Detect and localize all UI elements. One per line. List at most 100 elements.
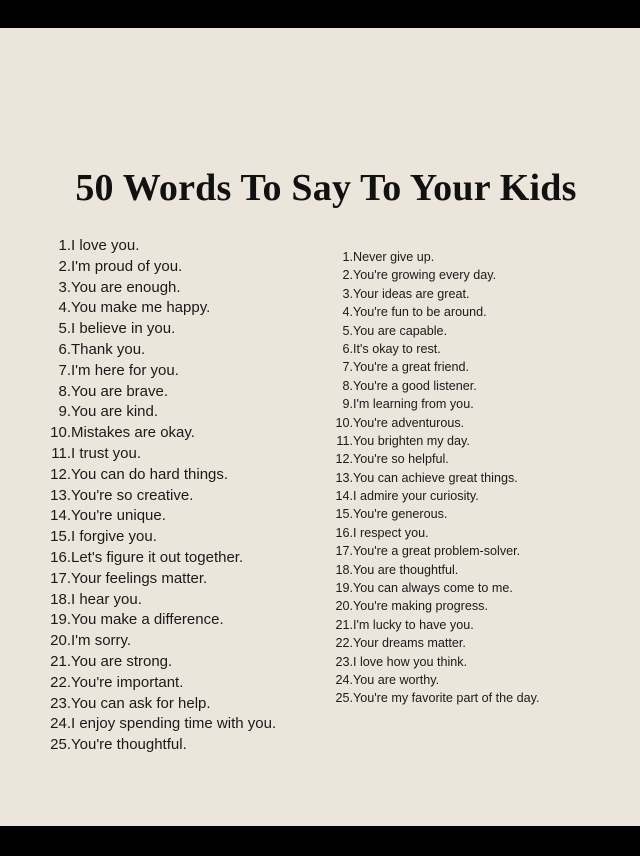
item-number: 23. bbox=[50, 694, 71, 712]
item-text: You're making progress. bbox=[353, 599, 488, 614]
item-text: You're a great friend. bbox=[353, 360, 470, 375]
list-item: 21. You are strong. bbox=[40, 652, 276, 673]
list-item: 23. I love how you think. bbox=[322, 653, 540, 671]
list-item: 6. Thank you. bbox=[40, 340, 276, 361]
list-item: 15. I forgive you. bbox=[40, 527, 276, 548]
item-number: 21. bbox=[50, 652, 71, 670]
item-text: You are capable. bbox=[353, 323, 448, 338]
list-item: 13. You're so creative. bbox=[40, 486, 276, 507]
item-number: 7. bbox=[342, 360, 353, 375]
list-item: 12. You're so helpful. bbox=[322, 450, 540, 468]
item-text: You are enough. bbox=[71, 278, 181, 296]
item-text: You're thoughtful. bbox=[71, 736, 187, 754]
page-title: 50 Words To Say To Your Kids bbox=[75, 167, 577, 209]
list-item: 22. You're important. bbox=[40, 673, 276, 694]
item-number: 1. bbox=[342, 250, 353, 264]
item-text: Mistakes are okay. bbox=[71, 424, 195, 442]
list-item: 2. I'm proud of you. bbox=[40, 257, 276, 278]
item-number: 14. bbox=[335, 489, 353, 504]
item-number: 7. bbox=[58, 361, 71, 379]
item-text: Let's figure it out together. bbox=[71, 548, 244, 566]
list-item: 6. It's okay to rest. bbox=[322, 340, 540, 358]
item-text: Your feelings matter. bbox=[71, 569, 208, 587]
item-text: I'm proud of you. bbox=[71, 257, 183, 275]
list-item: 5. You are capable. bbox=[322, 322, 540, 340]
item-number: 16. bbox=[50, 548, 71, 566]
item-number: 5. bbox=[342, 323, 353, 338]
item-number: 21. bbox=[335, 617, 353, 632]
item-text: Your dreams matter. bbox=[353, 636, 466, 651]
list-item: 4. You make me happy. bbox=[40, 298, 276, 319]
list-item: 16. I respect you. bbox=[322, 524, 540, 542]
item-text: I'm sorry. bbox=[71, 632, 132, 650]
item-text: You are kind. bbox=[71, 403, 159, 421]
item-text: You are thoughtful. bbox=[353, 562, 459, 577]
item-number: 12. bbox=[335, 452, 353, 467]
item-number: 2. bbox=[58, 257, 71, 275]
list-item: 7. I'm here for you. bbox=[40, 361, 276, 382]
item-text: I trust you. bbox=[71, 444, 142, 462]
list-item: 22. Your dreams matter. bbox=[322, 634, 540, 652]
item-text: You make a difference. bbox=[71, 611, 224, 629]
list-item: 25. You're my favorite part of the day. bbox=[322, 689, 539, 707]
item-number: 11. bbox=[51, 444, 71, 462]
left-phrase-list: 1. I love you. 2. I'm proud of you. 3. You ar… bbox=[40, 236, 276, 756]
item-text: You're growing every day. bbox=[353, 268, 497, 283]
item-number: 12. bbox=[50, 465, 71, 483]
list-item: 10. You're adventurous. bbox=[322, 414, 540, 432]
item-number: 5. bbox=[58, 320, 71, 338]
item-number: 10. bbox=[50, 424, 71, 442]
item-number: 1. bbox=[58, 237, 71, 254]
item-number: 20. bbox=[335, 599, 353, 614]
item-text: You can ask for help. bbox=[71, 694, 211, 712]
item-text: You are brave. bbox=[71, 382, 169, 400]
item-number: 10. bbox=[335, 415, 353, 430]
item-number: 22. bbox=[335, 636, 353, 651]
list-item: 13. You can achieve great things. bbox=[322, 469, 540, 487]
list-item: 20. I'm sorry. bbox=[40, 631, 276, 652]
list-item: 14. I admire your curiosity. bbox=[322, 487, 540, 505]
item-number: 24. bbox=[50, 715, 71, 733]
item-number: 14. bbox=[50, 507, 71, 525]
item-number: 9. bbox=[342, 397, 353, 412]
list-item: 21. I'm lucky to have you. bbox=[322, 616, 540, 634]
item-number: 6. bbox=[58, 340, 71, 358]
item-number: 17. bbox=[50, 569, 71, 587]
item-text: I'm here for you. bbox=[71, 361, 179, 379]
item-number: 19. bbox=[335, 581, 353, 596]
item-text: I forgive you. bbox=[71, 528, 157, 546]
item-number: 2. bbox=[342, 268, 353, 283]
item-text: You can achieve great things. bbox=[353, 470, 518, 485]
item-number: 18. bbox=[50, 590, 71, 608]
list-item: 24. You are worthy. bbox=[322, 671, 540, 689]
list-item: 19. You can always come to me. bbox=[322, 579, 540, 597]
item-text: Your ideas are great. bbox=[353, 286, 470, 301]
item-number: 9. bbox=[58, 403, 71, 421]
list-item: 18. I hear you. bbox=[40, 590, 276, 611]
item-text: You brighten my day. bbox=[353, 433, 470, 448]
item-text: You can do hard things. bbox=[71, 465, 229, 483]
list-item: 16. Let's figure it out together. bbox=[40, 548, 276, 569]
item-number: 15. bbox=[50, 528, 71, 546]
item-number: 24. bbox=[335, 672, 353, 687]
item-text: I admire your curiosity. bbox=[353, 489, 479, 504]
list-item: 4. You're fun to be around. bbox=[322, 303, 540, 321]
list-item: 17. Your feelings matter. bbox=[40, 569, 276, 590]
item-number: 13. bbox=[335, 470, 353, 485]
item-text: You're a good listener. bbox=[353, 378, 477, 393]
item-number: 18. bbox=[335, 562, 353, 577]
item-text: You're unique. bbox=[71, 507, 166, 525]
list-item: 1. I love you. bbox=[40, 236, 276, 257]
item-text: You're so creative. bbox=[71, 486, 194, 504]
paper-background bbox=[0, 28, 640, 826]
item-text: You can always come to me. bbox=[353, 581, 513, 596]
item-text: You're generous. bbox=[353, 507, 448, 522]
item-number: 16. bbox=[335, 525, 353, 540]
item-text: You are worthy. bbox=[353, 672, 440, 687]
item-number: 17. bbox=[335, 544, 353, 559]
item-text: You make me happy. bbox=[71, 299, 211, 317]
item-number: 23. bbox=[335, 654, 353, 669]
item-number: 13. bbox=[50, 486, 71, 504]
list-item: 7. You're a great friend. bbox=[322, 358, 540, 376]
list-item: 10. Mistakes are okay. bbox=[40, 423, 276, 444]
